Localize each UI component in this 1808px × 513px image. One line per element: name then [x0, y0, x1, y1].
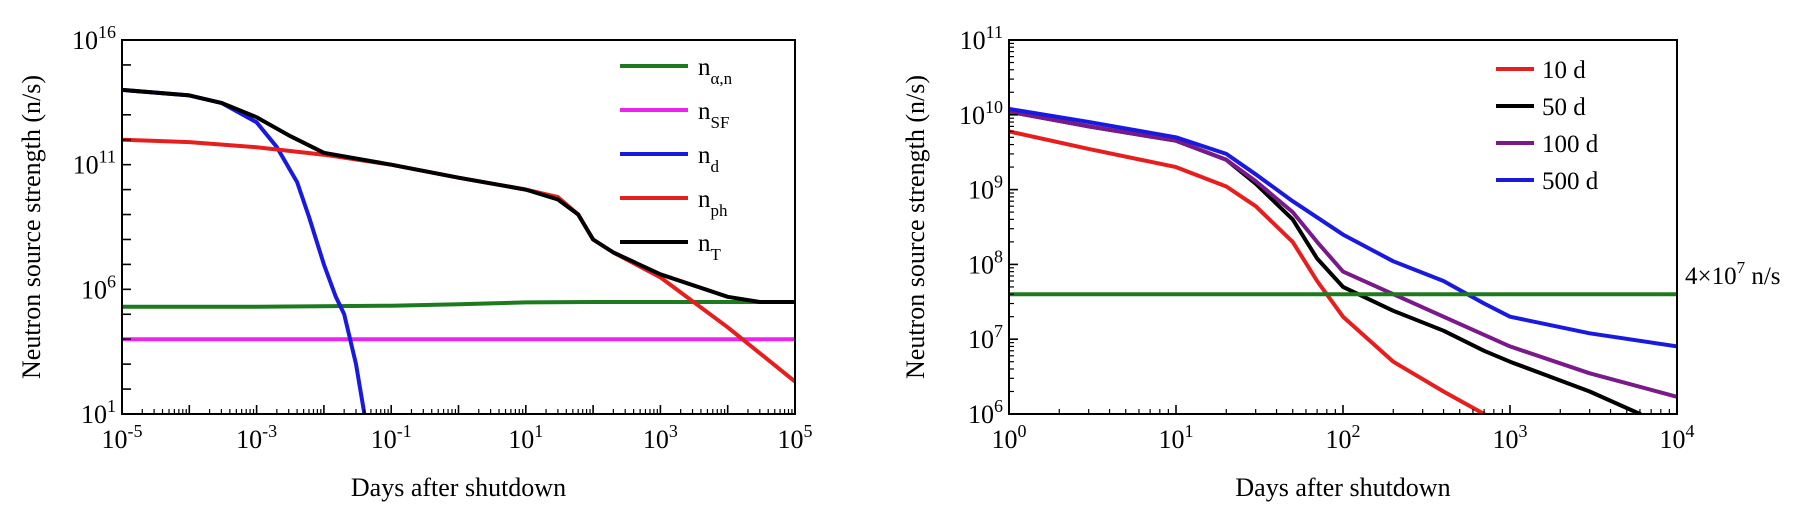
y-tick-label: 1016	[72, 22, 116, 55]
legend-label-d100: 100 d	[1542, 131, 1599, 158]
legend-label-d50: 50 d	[1542, 94, 1586, 121]
plot-frame	[121, 39, 796, 415]
series-line-d100	[1009, 109, 1677, 399]
legend-label-d10: 10 d	[1542, 57, 1586, 84]
y-tick-label: 1011	[73, 147, 116, 180]
y-tick-label: 106	[968, 396, 1003, 429]
plot-area	[122, 87, 795, 414]
series-line-d	[122, 87, 367, 414]
x-tick-label: 103	[1493, 421, 1528, 454]
chart-panel-1: 10-5 10-3 10-1 101 103 105 101 106 1011 1016 Days …	[17, 22, 813, 502]
legend-label-d: nd	[698, 142, 720, 176]
series-line-alpha_n	[122, 300, 795, 309]
x-tick-label: 102	[1326, 421, 1361, 454]
legend: nα,n nSF nd nph nT	[620, 54, 733, 264]
y-tick-label: 1011	[960, 22, 1003, 55]
x-tick-label: 101	[1159, 421, 1194, 454]
x-tick-label: 105	[778, 421, 813, 454]
y-tick-label: 1010	[959, 97, 1003, 130]
legend-label-d500: 500 d	[1542, 168, 1599, 195]
y-tick-label: 106	[81, 271, 116, 304]
y-tick-label: 108	[968, 246, 1003, 279]
y-tick-label: 107	[968, 321, 1003, 354]
chart-panel-2: 100 101 102 103 104 106 107 108 109 1010 1011 Days …	[901, 22, 1781, 502]
x-axis-title: Days after shutdown	[351, 473, 566, 502]
legend: 10 d 50 d 100 d 500 d	[1496, 57, 1599, 195]
legend-label-SF: nSF	[698, 98, 729, 132]
x-tick-label: 103	[643, 421, 678, 454]
x-tick-label: 100	[992, 421, 1027, 454]
y-tick-label: 101	[81, 396, 116, 429]
x-tick-label: 10-5	[102, 421, 143, 454]
y-tick-label: 109	[968, 172, 1003, 205]
y-axis-title: Neutron source strength (n/s)	[17, 75, 46, 379]
x-tick-label: 10-3	[236, 421, 277, 454]
series-line-d10	[1009, 129, 1487, 414]
x-tick-label: 10-1	[371, 421, 412, 454]
series-line-T	[122, 87, 795, 304]
threshold-annotation: 4×107 n/s	[1685, 258, 1781, 290]
series-line-d500	[1009, 106, 1677, 349]
plot-area	[1009, 106, 1677, 414]
x-axis-title: Days after shutdown	[1235, 473, 1450, 502]
y-axis-title: Neutron source strength (n/s)	[901, 75, 930, 379]
legend-label-ph: nph	[698, 186, 728, 220]
x-tick-label: 101	[508, 421, 543, 454]
legend-label-T: nT	[698, 230, 722, 264]
x-tick-label: 104	[1660, 421, 1695, 454]
legend-label-alpha_n: nα,n	[698, 54, 733, 88]
